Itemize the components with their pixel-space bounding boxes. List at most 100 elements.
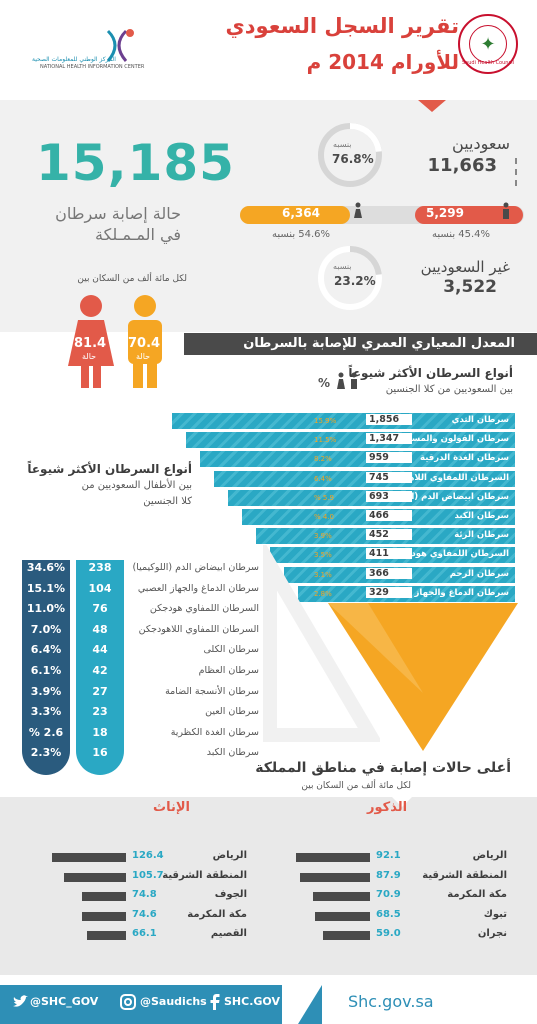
type-row-label: سرطان الرحم — [449, 569, 509, 579]
female-region-value: 74.6 — [132, 909, 157, 920]
female-bar — [240, 206, 350, 224]
kids-label: السرطان اللمفاوي هودجكن — [149, 603, 259, 614]
kids-pct: 6.4% — [30, 643, 62, 656]
female-region-label: المنطقة الشرقية — [162, 870, 247, 881]
type-row-value: 466 — [366, 510, 412, 521]
people-icon — [337, 372, 357, 389]
female-figure-icon — [68, 295, 114, 388]
footer-site-area — [322, 985, 537, 1024]
kids-label: سرطان الأنسجة الضامة — [165, 686, 259, 697]
kids-pct: 2.3% — [30, 746, 62, 759]
type-row-label: سرطان الرئة — [454, 530, 509, 540]
regions-title: أعلى حالات إصابة في مناطق المملكة — [255, 760, 511, 776]
males-pointer — [392, 797, 412, 807]
kids-count: 23 — [92, 705, 108, 718]
kids-label: سرطان الدماغ والجهاز العصبي — [137, 583, 259, 594]
type-row-value: 693 — [366, 491, 412, 502]
shc-logo: ✦ Saudi Health Council — [458, 14, 518, 74]
nonsaudi-value: 3,522 — [443, 277, 497, 297]
saudi-label: سعوديين — [452, 134, 510, 153]
kids-count-column — [76, 560, 124, 775]
type-row-pct: 15.9% — [314, 417, 337, 425]
facebook-icon[interactable] — [208, 994, 222, 1010]
nonsaudi-pct: 23.2% — [334, 274, 376, 288]
twitter-handle[interactable]: @SHC_GOV — [30, 995, 99, 1008]
nhic-text-en: NATIONAL HEALTH INFORMATION CENTER — [40, 64, 145, 70]
kids-pct: 11.0% — [26, 602, 66, 615]
kids-label: سرطان العين — [205, 706, 259, 717]
nonsaudi-label: غير السعوديين — [420, 258, 510, 276]
type-row-label: سرطان الغدة الدرقية — [420, 453, 509, 463]
type-row-value: 1,347 — [366, 433, 412, 444]
female-region-value: 66.1 — [132, 928, 157, 939]
type-row-value: 745 — [366, 472, 412, 483]
female-region-value: 105.7 — [132, 870, 164, 881]
kids-count: 16 — [92, 746, 108, 759]
male-pct: 45.4% بنسبه — [432, 229, 491, 240]
male-region-label: تبوك — [483, 909, 507, 920]
kids-pct: 7.0% — [30, 623, 62, 636]
male-bar — [415, 206, 523, 224]
male-region-label: المنطقة الشرقية — [422, 870, 507, 881]
website-link[interactable]: Shc.gov.sa — [348, 992, 434, 1011]
male-figure-icon — [128, 295, 162, 388]
male-region-label: نجران — [477, 928, 507, 939]
kids-label: السرطان اللمفاوي اللاهودجكن — [138, 624, 259, 635]
female-person-icon — [354, 202, 362, 218]
kids-pct: 3.9% — [30, 685, 62, 698]
male-region-bar — [323, 931, 370, 940]
females-label: الإناث — [153, 800, 190, 815]
type-row-pct: 3.1% — [314, 571, 332, 579]
type-row-label: سرطان الثدي — [451, 415, 509, 425]
regions-band — [0, 797, 537, 975]
kids-pct-column — [22, 560, 70, 775]
type-row-value: 452 — [366, 529, 412, 540]
type-row-label: سرطان ابيضاض الدم (اللوكيميا) — [374, 492, 509, 502]
instagram-handle[interactable]: @Saudichs — [140, 995, 207, 1008]
kids-count: 18 — [92, 726, 108, 739]
kids-count: 104 — [88, 582, 112, 595]
twitter-icon[interactable] — [12, 994, 28, 1010]
nhic-logo — [106, 29, 134, 62]
kids-subtitle-2: كلا الجنسين — [143, 496, 192, 507]
nonsaudi-pct-arc — [318, 246, 382, 310]
saudi-pct: 76.8% — [332, 152, 374, 166]
header — [0, 0, 537, 100]
male-region-bar — [313, 892, 370, 901]
report-title: تقرير السجل السعودي — [225, 14, 459, 38]
funnel-graphic — [328, 603, 518, 751]
saudi-pct-arc — [318, 123, 382, 187]
facebook-handle[interactable]: SHC.GOV — [224, 995, 280, 1008]
male-region-value: 92.1 — [376, 850, 401, 861]
female-region-bar — [82, 892, 126, 901]
type-row-bar — [186, 432, 515, 448]
female-region-bar — [87, 931, 126, 940]
total-label: حالة إصابة سرطان — [55, 204, 181, 223]
kids-label: سرطان الكلى — [203, 644, 260, 655]
pointer-triangle — [418, 100, 446, 112]
type-row-label: سرطان الدماغ والجهاز العصبي — [380, 588, 509, 598]
male-region-value: 87.9 — [376, 870, 401, 881]
male-region-bar — [296, 853, 370, 862]
female-rate-unit: حالة — [82, 352, 97, 361]
kids-label: سرطان الغدة الكظرية — [170, 727, 259, 738]
kids-count: 48 — [92, 623, 108, 636]
female-region-label: الجوف — [214, 889, 247, 900]
female-region-label: الرياض — [212, 850, 247, 861]
kids-pct: 6.1% — [30, 664, 62, 677]
instagram-icon[interactable] — [120, 994, 136, 1010]
male-region-bar — [315, 912, 370, 921]
kids-count: 238 — [88, 561, 112, 574]
types-title: أنواع السرطان الأكثر شيوعاً — [348, 366, 513, 380]
males-label: الذكور — [367, 800, 408, 815]
kids-pct: 15.1% — [26, 582, 66, 595]
female-region-label: القصيم — [210, 928, 247, 939]
male-region-value: 70.9 — [376, 889, 401, 900]
type-row-value: 1,856 — [366, 414, 412, 425]
male-region-bar — [300, 873, 370, 882]
kids-count: 76 — [92, 602, 108, 615]
type-row-pct: 2.8% — [314, 590, 332, 598]
kids-label: سرطان العظام — [198, 665, 259, 676]
total-cases: 15,185 — [36, 134, 235, 192]
kids-count: 27 — [92, 685, 108, 698]
